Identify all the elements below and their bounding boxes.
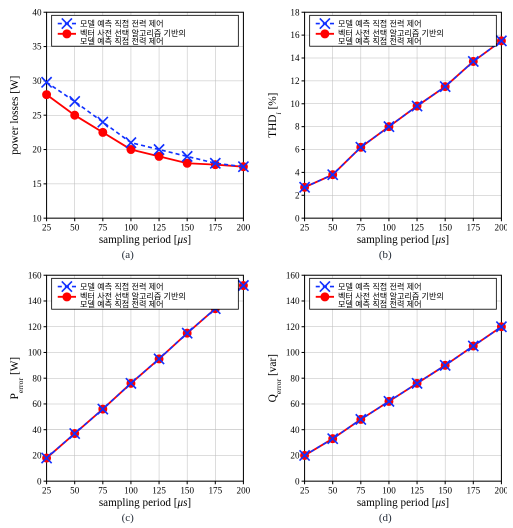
svg-text:모델 예측 직접 전력 제어: 모델 예측 직접 전력 제어 (80, 36, 163, 46)
svg-text:0: 0 (294, 213, 299, 223)
figure-grid: 25507510012515017520010152025303540sampl… (0, 0, 513, 528)
svg-text:175: 175 (466, 485, 480, 495)
svg-text:120: 120 (285, 322, 299, 332)
svg-text:모델 예측 직접 전력 제어: 모델 예측 직접 전력 제어 (338, 282, 421, 292)
svg-text:100: 100 (124, 222, 138, 232)
svg-text:모델 예측 직접 전력 제어: 모델 예측 직접 전력 제어 (80, 282, 163, 292)
svg-text:50: 50 (328, 222, 338, 232)
svg-text:10: 10 (32, 213, 42, 223)
svg-text:75: 75 (356, 222, 366, 232)
svg-text:175: 175 (466, 222, 480, 232)
caption-a: (a) (122, 249, 134, 261)
svg-text:200: 200 (237, 222, 250, 232)
svg-text:75: 75 (98, 485, 108, 495)
svg-text:0: 0 (37, 476, 42, 486)
svg-text:8: 8 (294, 122, 299, 132)
svg-text:18: 18 (290, 7, 300, 17)
svg-text:200: 200 (494, 222, 507, 232)
svg-text:80: 80 (290, 373, 300, 383)
svg-text:모델 예측 직접 전력 제어: 모델 예측 직접 전력 제어 (338, 19, 421, 29)
svg-text:175: 175 (208, 485, 222, 495)
svg-text:0: 0 (294, 476, 299, 486)
svg-text:60: 60 (32, 399, 42, 409)
svg-text:40: 40 (32, 425, 42, 435)
svg-text:140: 140 (285, 296, 299, 306)
panel-a: 25 50 75 100 125 150 175 200 10 15 20 25 30 35 40 sampl… (6, 4, 250, 261)
svg-text:150: 150 (180, 222, 194, 232)
svg-text:75: 75 (356, 485, 366, 495)
svg-text:100: 100 (382, 485, 396, 495)
chart-b: 255075100125150175200024681012141618samp… (264, 4, 508, 247)
svg-text:150: 150 (438, 222, 452, 232)
svg-text:50: 50 (70, 485, 80, 495)
svg-text:30: 30 (32, 76, 42, 86)
svg-text:40: 40 (290, 425, 300, 435)
svg-text:50: 50 (328, 485, 338, 495)
svg-text:모델 예측 직접 전력 제어: 모델 예측 직접 전력 제어 (338, 36, 421, 46)
svg-text:sampling period [μs]: sampling period [μs] (99, 497, 191, 509)
caption-c: (c) (122, 512, 134, 524)
svg-text:35: 35 (32, 42, 42, 52)
svg-text:THDi [%]: THDi [%] (267, 93, 282, 138)
svg-text:14: 14 (290, 53, 300, 63)
svg-text:100: 100 (28, 347, 42, 357)
svg-text:175: 175 (208, 222, 222, 232)
svg-text:power losses [W]: power losses [W] (9, 76, 21, 155)
svg-text:sampling period [μs]: sampling period [μs] (356, 234, 448, 246)
panel-d: 25 50 75 100 125 150 175 200 0 20 40 60 80 100 120 140 1… (264, 267, 508, 524)
svg-text:20: 20 (290, 450, 300, 460)
svg-text:125: 125 (410, 485, 424, 495)
svg-text:모델 예측 직접 전력 제어: 모델 예측 직접 전력 제어 (338, 299, 421, 309)
svg-text:160: 160 (28, 270, 42, 280)
svg-text:80: 80 (32, 373, 42, 383)
panel-b: 255075100125150175200024681012141618samp… (264, 4, 508, 261)
svg-text:25: 25 (300, 222, 310, 232)
svg-text:모델 예측 직접 전력 제어: 모델 예측 직접 전력 제어 (80, 299, 163, 309)
svg-text:120: 120 (28, 322, 42, 332)
svg-text:100: 100 (124, 485, 138, 495)
svg-text:16: 16 (290, 30, 300, 40)
svg-text:200: 200 (494, 485, 507, 495)
svg-text:25: 25 (32, 110, 42, 120)
svg-text:모델 예측 직접 전력 제어: 모델 예측 직접 전력 제어 (80, 19, 163, 29)
svg-text:20: 20 (32, 450, 42, 460)
svg-text:25: 25 (42, 222, 52, 232)
panel-c: 25 50 75 100 125 150 175 200 0 20 40 60 80 100 120 140 1… (6, 267, 250, 524)
svg-text:sampling period [μs]: sampling period [μs] (99, 234, 191, 246)
svg-text:125: 125 (152, 485, 166, 495)
svg-text:150: 150 (180, 485, 194, 495)
svg-text:12: 12 (290, 76, 300, 86)
svg-text:25: 25 (300, 485, 310, 495)
svg-text:160: 160 (285, 270, 299, 280)
chart-a: 25 50 75 100 125 150 175 200 10 15 20 25 30 35 40 sampl… (6, 4, 250, 247)
svg-text:75: 75 (98, 222, 108, 232)
svg-text:6: 6 (294, 145, 299, 155)
svg-text:100: 100 (382, 222, 396, 232)
svg-text:sampling period [μs]: sampling period [μs] (356, 497, 448, 509)
svg-text:Perror [W]: Perror [W] (9, 357, 24, 400)
svg-text:20: 20 (32, 145, 42, 155)
svg-text:125: 125 (410, 222, 424, 232)
svg-text:4: 4 (294, 167, 299, 177)
svg-text:10: 10 (290, 99, 300, 109)
svg-text:40: 40 (32, 7, 42, 17)
chart-c: 25 50 75 100 125 150 175 200 0 20 40 60 80 100 120 140 1… (6, 267, 250, 510)
svg-text:150: 150 (438, 485, 452, 495)
svg-text:50: 50 (70, 222, 80, 232)
svg-text:140: 140 (28, 296, 42, 306)
svg-text:60: 60 (290, 399, 300, 409)
caption-b: (b) (379, 249, 392, 261)
svg-text:125: 125 (152, 222, 166, 232)
chart-d: 25 50 75 100 125 150 175 200 0 20 40 60 80 100 120 140 1… (264, 267, 508, 510)
svg-text:25: 25 (42, 485, 52, 495)
svg-text:15: 15 (32, 179, 42, 189)
svg-text:200: 200 (237, 485, 250, 495)
caption-d: (d) (379, 512, 392, 524)
svg-text:Qerror [var]: Qerror [var] (267, 354, 282, 402)
svg-text:100: 100 (285, 347, 299, 357)
